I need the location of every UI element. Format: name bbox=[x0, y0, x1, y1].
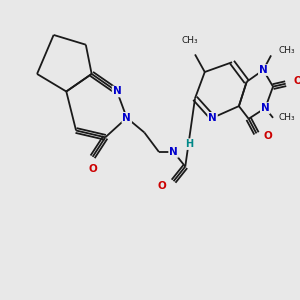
Text: CH₃: CH₃ bbox=[279, 113, 296, 122]
Text: N: N bbox=[122, 113, 131, 123]
Text: N: N bbox=[112, 86, 122, 97]
Text: N: N bbox=[169, 147, 178, 157]
Text: O: O bbox=[158, 181, 166, 191]
Text: CH₃: CH₃ bbox=[182, 36, 199, 45]
Text: O: O bbox=[88, 164, 97, 173]
Text: N: N bbox=[208, 113, 217, 123]
Text: O: O bbox=[264, 131, 272, 141]
Text: H: H bbox=[185, 139, 193, 149]
Text: N: N bbox=[259, 65, 268, 75]
Text: O: O bbox=[293, 76, 300, 86]
Text: N: N bbox=[261, 103, 270, 113]
Text: CH₃: CH₃ bbox=[279, 46, 296, 55]
